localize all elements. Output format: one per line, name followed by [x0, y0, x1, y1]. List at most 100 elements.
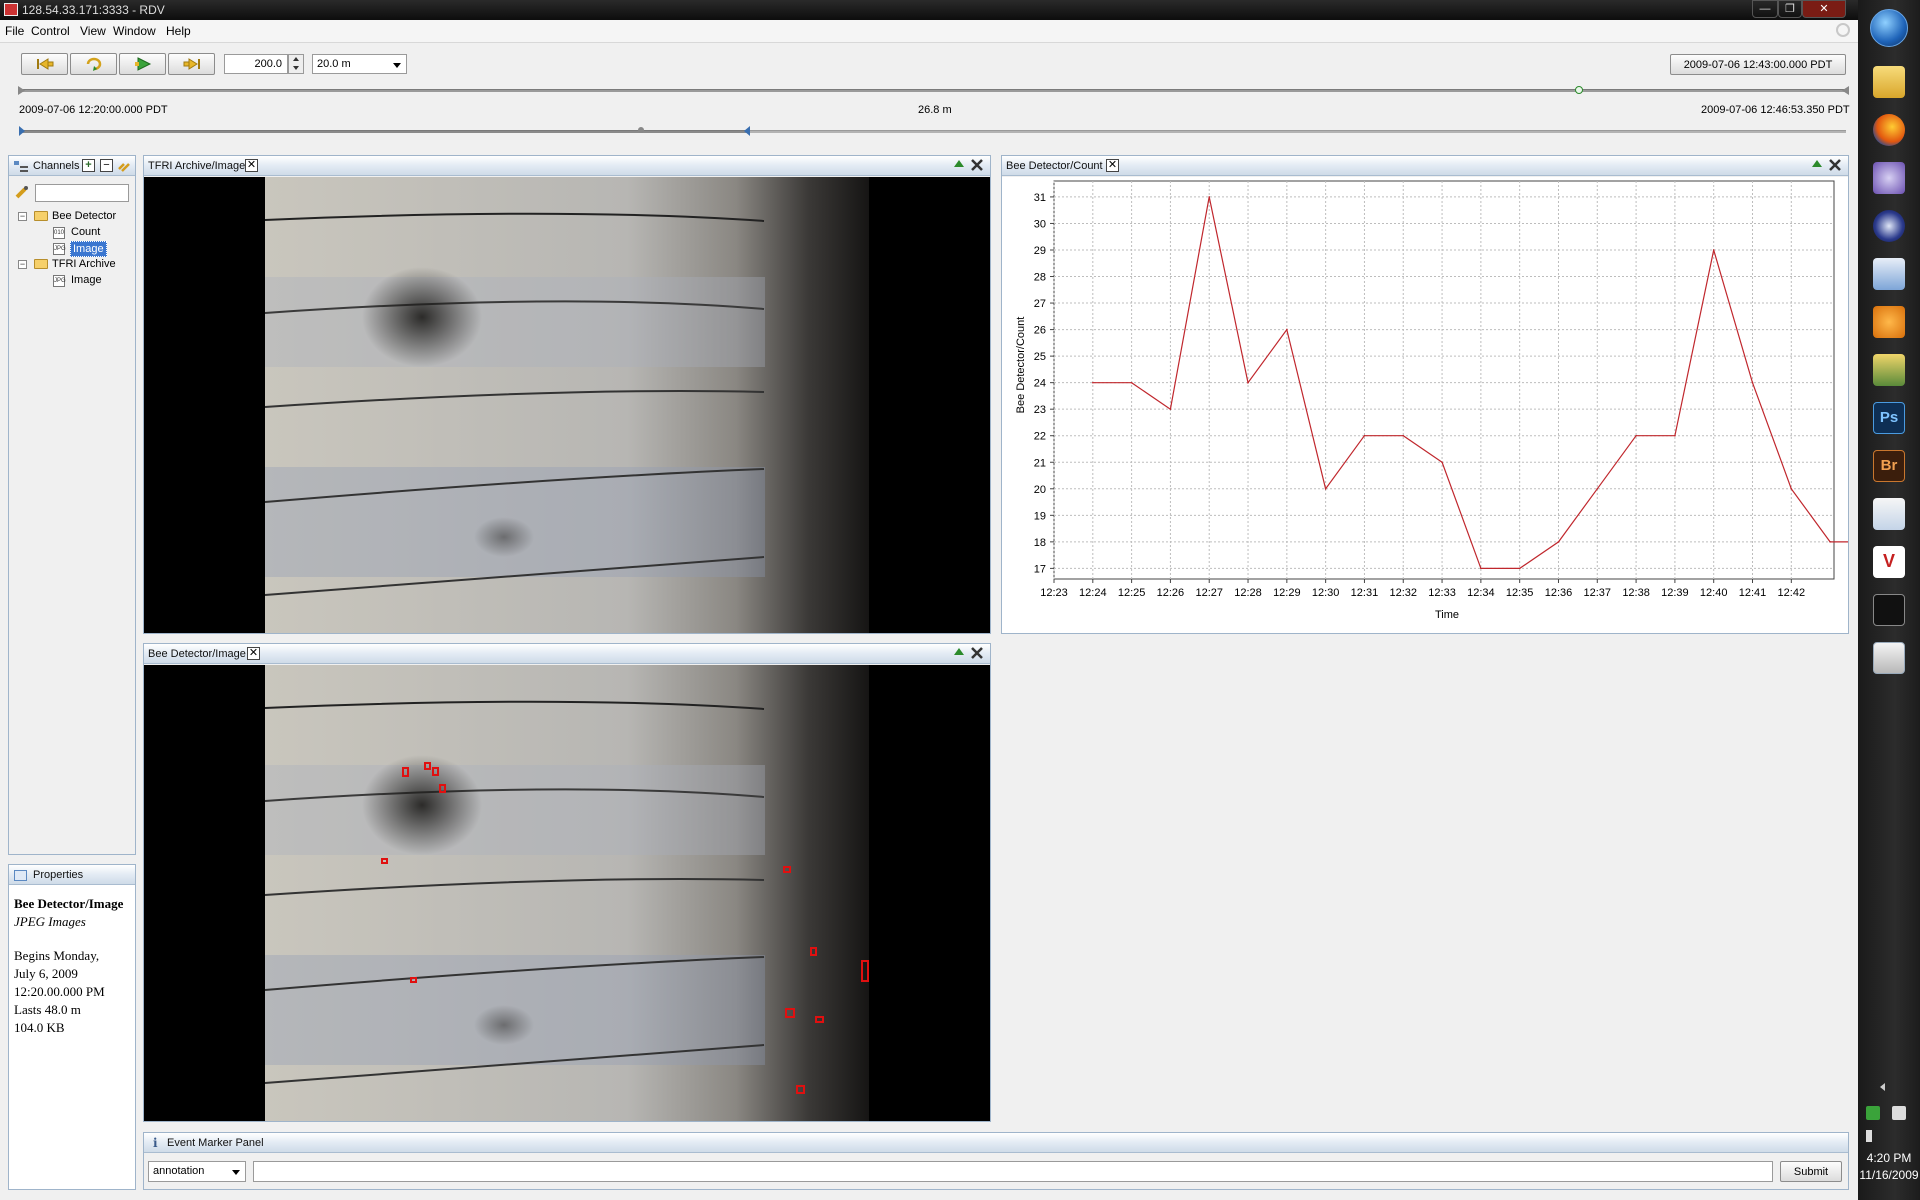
y-tick-label: 29: [1034, 245, 1046, 257]
maximize-panel-icon[interactable]: [954, 648, 964, 655]
pidgin-icon[interactable]: [1873, 162, 1905, 194]
minimize-button[interactable]: —: [1752, 0, 1778, 18]
rdv-app-icon[interactable]: [1873, 642, 1905, 674]
menu-control[interactable]: Control: [31, 24, 70, 38]
data-point: [1596, 487, 1599, 490]
explorer-icon[interactable]: [1873, 66, 1905, 98]
menu-file[interactable]: File: [5, 24, 25, 38]
close-panel-icon[interactable]: [1828, 158, 1842, 172]
bee-image-panel-title: Bee Detector/Image: [148, 648, 246, 660]
tray-expand-icon[interactable]: [1880, 1083, 1885, 1091]
tray-network-icon[interactable]: [1866, 1106, 1880, 1120]
properties-panel-header: Properties: [9, 865, 135, 885]
window-title: 128.54.33.171:3333 - RDV: [22, 3, 165, 17]
y-tick-label: 22: [1034, 431, 1046, 443]
close-button[interactable]: ✕: [1802, 0, 1846, 18]
tray-clock-time[interactable]: 4:20 PM: [1866, 1151, 1912, 1165]
go-to-end-button[interactable]: [168, 53, 215, 75]
folder-open-icon: [34, 211, 48, 221]
tray-volume-icon[interactable]: [1866, 1130, 1878, 1142]
tfri-image-viewport[interactable]: [144, 177, 990, 633]
tree-node-bee-image[interactable]: Image: [70, 241, 107, 257]
zoom-slider-track[interactable]: [748, 130, 1846, 133]
event-type-select[interactable]: annotation: [148, 1161, 246, 1182]
numeric-channel-icon: 010: [53, 227, 65, 239]
tree-node-tfri-archive[interactable]: TFRI Archive: [52, 258, 116, 270]
bee-detector-expander[interactable]: −: [18, 211, 27, 221]
maximize-button[interactable]: ❐: [1778, 0, 1802, 18]
rate-spinner[interactable]: 200.0: [224, 54, 288, 74]
menu-help[interactable]: Help: [166, 24, 191, 38]
eclipse-icon[interactable]: [1873, 210, 1905, 242]
data-point: [1208, 196, 1211, 198]
channels-panel-header: Channels + −: [9, 156, 135, 176]
collapse-all-icon[interactable]: −: [100, 159, 113, 172]
spinner-up-icon[interactable]: [293, 57, 299, 61]
x-tick-label: 12:24: [1079, 587, 1107, 599]
tray-clock-date[interactable]: 11/16/2009: [1859, 1168, 1919, 1182]
chart-grid: [1053, 180, 1835, 580]
tfri-archive-expander[interactable]: −: [18, 259, 27, 269]
zoom-slider-mid-handle[interactable]: [638, 127, 644, 133]
photoshop-icon[interactable]: Ps: [1873, 402, 1905, 434]
tray-action-center-icon[interactable]: [1892, 1106, 1906, 1120]
go-to-end-icon: [183, 58, 200, 70]
notepad-icon[interactable]: [1873, 498, 1905, 530]
network-tool-icon[interactable]: [1873, 258, 1905, 290]
bridge-icon[interactable]: Br: [1873, 450, 1905, 482]
y-axis-label: Bee Detector/Count: [1015, 317, 1027, 414]
terminal-icon[interactable]: [1873, 594, 1905, 626]
property-begins-3: 12:20.00.000 PM: [14, 984, 105, 999]
zoom-slider-start-handle[interactable]: [19, 126, 25, 136]
global-slider-thumb[interactable]: [1575, 86, 1583, 94]
x-tick-label: 12:38: [1622, 587, 1650, 599]
filter-icon: [15, 185, 30, 199]
tree-node-tfri-image[interactable]: Image: [71, 274, 102, 286]
menu-window[interactable]: Window: [113, 24, 156, 38]
remove-channel-icon[interactable]: ✕: [1106, 159, 1119, 172]
thunderbird-icon[interactable]: [1873, 306, 1905, 338]
remove-channel-icon[interactable]: ✕: [247, 647, 260, 660]
maximize-panel-icon[interactable]: [1812, 160, 1822, 167]
property-name: Bee Detector/Image: [14, 896, 124, 911]
global-slider-end-handle[interactable]: [1842, 86, 1849, 95]
spinner-down-icon[interactable]: [293, 66, 299, 70]
tree-node-bee-detector[interactable]: Bee Detector: [52, 210, 117, 222]
play-button[interactable]: [119, 53, 166, 75]
channel-filter-input[interactable]: [35, 184, 129, 202]
rate-spinner-arrows[interactable]: [288, 54, 304, 74]
chevron-down-icon: [232, 1170, 240, 1175]
y-tick-label: 27: [1034, 298, 1046, 310]
x-tick-label: 12:33: [1428, 587, 1456, 599]
global-time-slider[interactable]: [21, 89, 1846, 92]
x-tick-label: 12:25: [1118, 587, 1146, 599]
current-time-button[interactable]: 2009-07-06 12:43:00.000 PDT: [1670, 54, 1846, 75]
settings-icon[interactable]: [1836, 23, 1850, 37]
data-point: [1518, 567, 1521, 570]
vnc-icon[interactable]: V: [1873, 546, 1905, 578]
go-to-start-button[interactable]: [21, 53, 68, 75]
firefox-icon[interactable]: [1873, 114, 1905, 146]
play-icon: [135, 57, 152, 71]
event-text-input[interactable]: [253, 1161, 1773, 1182]
bee-image-viewport[interactable]: [144, 665, 990, 1121]
link-icon[interactable]: [117, 159, 131, 173]
bee-count-panel: Bee Detector/Count ✕ 17 18 19 20 21 22 23 24 25 2…: [1001, 155, 1849, 634]
loop-button[interactable]: [70, 53, 117, 75]
submit-button[interactable]: Submit: [1780, 1161, 1842, 1182]
tree-node-bee-count[interactable]: Count: [71, 226, 101, 238]
menu-view[interactable]: View: [80, 24, 106, 38]
zoom-slider-end-handle[interactable]: [744, 126, 750, 136]
close-panel-icon[interactable]: [970, 646, 984, 660]
timeline-start-label: 2009-07-06 12:20:00.000 PDT: [19, 104, 168, 116]
start-button[interactable]: [1870, 9, 1908, 47]
global-slider-start-handle[interactable]: [18, 86, 25, 95]
maximize-panel-icon[interactable]: [954, 160, 964, 167]
remove-channel-icon[interactable]: ✕: [245, 159, 258, 172]
tool-icon[interactable]: [1873, 354, 1905, 386]
zoom-slider-filled[interactable]: [21, 130, 748, 133]
expand-all-icon[interactable]: +: [82, 159, 95, 172]
close-panel-icon[interactable]: [970, 158, 984, 172]
duration-select[interactable]: 20.0 m: [312, 54, 407, 74]
